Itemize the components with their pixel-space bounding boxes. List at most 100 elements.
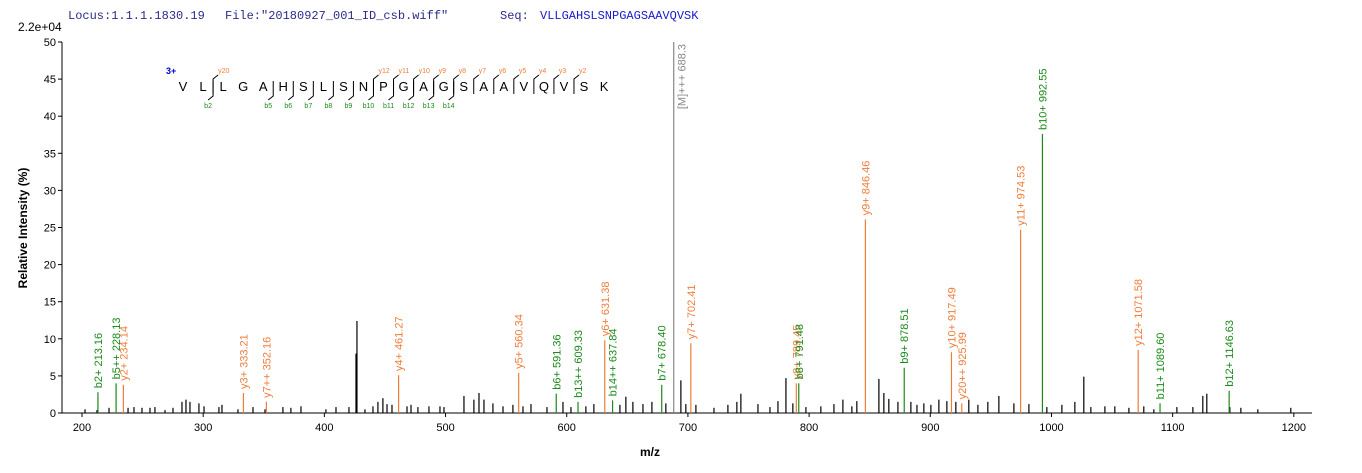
residue: S [339,79,348,94]
y-tick-label: 15 [44,297,56,309]
y-ion-mark [573,74,580,94]
y-ion-mark [493,74,500,94]
x-tick-label: 600 [558,422,576,434]
peak-label: y7+ 702.41 [686,285,698,340]
y-ion-label: y20 [218,68,229,75]
residue: S [299,79,308,94]
peak-label: b9+ 878.51 [899,308,911,363]
peak-label: y2+ 234.14 [118,326,130,381]
x-tick-label: 400 [315,422,333,434]
y-ion-mark [372,74,379,94]
x-axis-title: m/z [640,445,660,459]
residue: L [219,79,226,94]
y-ion-label: y7 [479,68,487,75]
y-tick-label: 5 [50,371,56,383]
residue: K [600,79,609,94]
y-ion-label: y5 [519,68,527,75]
residue: V [560,79,569,94]
x-tick-label: 500 [436,422,454,434]
residue: L [199,79,206,94]
residue: A [419,79,428,94]
y-ion-label: y9 [439,68,447,75]
residue: P [379,79,388,94]
peak-label: b6+ 591.36 [551,334,563,389]
peak-label: y11+ 974.53 [1016,166,1028,226]
y-ion-mark [533,74,540,94]
residue: V [179,79,188,94]
peak-label: y12+ 1071.58 [1133,279,1145,346]
b-ion-mark [448,81,455,101]
b-ion-label: b10 [363,103,375,110]
peak-label: b8+ 791.48 [794,324,806,379]
residue: G [398,79,408,94]
y-axis-title: Relative Intensity (%) [16,168,30,289]
peak-label: y3+ 333.21 [238,334,250,389]
residue: Q [539,79,549,94]
b-ion-label: b12 [403,103,415,110]
peak-label: y9+ 846.46 [860,161,872,216]
residue: G [439,79,449,94]
residue: S [580,79,589,94]
peak-label: b2+ 213.16 [93,333,105,388]
peak-label: y6+ 631.38 [600,282,612,337]
y-tick-label: 25 [44,223,56,235]
b-ion-mark [368,81,374,101]
x-tick-label: 1100 [1161,422,1185,434]
y-ion-mark [513,74,520,94]
peak-label: y7++ 352.16 [261,337,273,398]
b-ion-label: b13 [423,103,435,110]
b-ion-mark [308,81,314,101]
y-tick-label: 35 [44,148,56,160]
peak-label: y20++ 925.99 [957,332,969,399]
y-tick-label: 20 [44,260,56,272]
y-tick-label: 0 [50,408,56,420]
b-ion-mark [408,81,415,101]
residue: H [279,79,288,94]
charge: 3+ [166,66,176,76]
y-tick-label: 50 [44,37,56,49]
residue: G [238,79,248,94]
seq: VLLGAHSLSNPGAGSAAVQVSK [540,9,699,23]
b-ion-mark [267,81,274,101]
peak-label: y8+ 789.45 [791,325,803,380]
b-ion-label: b14 [443,103,455,110]
x-tick-label: 300 [194,422,212,434]
residue: V [520,79,529,94]
b-ion-label: b5 [264,103,272,110]
peak-label: b14++ 637.84 [608,328,620,396]
residue: A [499,79,508,94]
y-tick-label: 30 [44,185,56,197]
x-tick-label: 900 [921,422,939,434]
b-ion-label: b2 [204,103,212,110]
y-ion-mark [553,74,560,94]
x-tick-label: 1200 [1282,422,1306,434]
b-ion-mark [348,81,354,101]
b-ion-mark [207,81,214,101]
residue: A [479,79,488,94]
y-ion-label: y10 [419,68,430,75]
residue: A [259,79,268,94]
peak-label: b11+ 1089.60 [1155,333,1167,400]
x-tick-label: 700 [679,422,697,434]
b-ion-mark [328,81,334,101]
file: File:"20180927_001_ID_csb.wiff" [225,9,448,23]
b-ion-label: b11 [383,103,394,110]
b-ion-label: b6 [284,103,292,110]
residue: S [459,79,468,94]
locus: Locus:1.1.1.1830.19 [68,9,205,23]
y-ion-mark [453,74,459,94]
peak-label: b10+ 992.55 [1037,69,1049,130]
y-ion-label: y4 [539,68,547,75]
b-ion-label: b7 [304,103,312,110]
peak-label: b12+ 1146.63 [1224,320,1236,387]
y-ion-label: y8 [459,68,467,75]
seq-label: Seq: [500,9,529,23]
residue: L [320,79,327,94]
y-ion-mark [473,74,480,94]
y-tick-label: 45 [44,74,56,86]
y-ion-label: y12 [378,68,389,75]
peak-label: y4+ 461.27 [394,316,406,371]
scale-label: 2.2e+04 [18,20,62,34]
